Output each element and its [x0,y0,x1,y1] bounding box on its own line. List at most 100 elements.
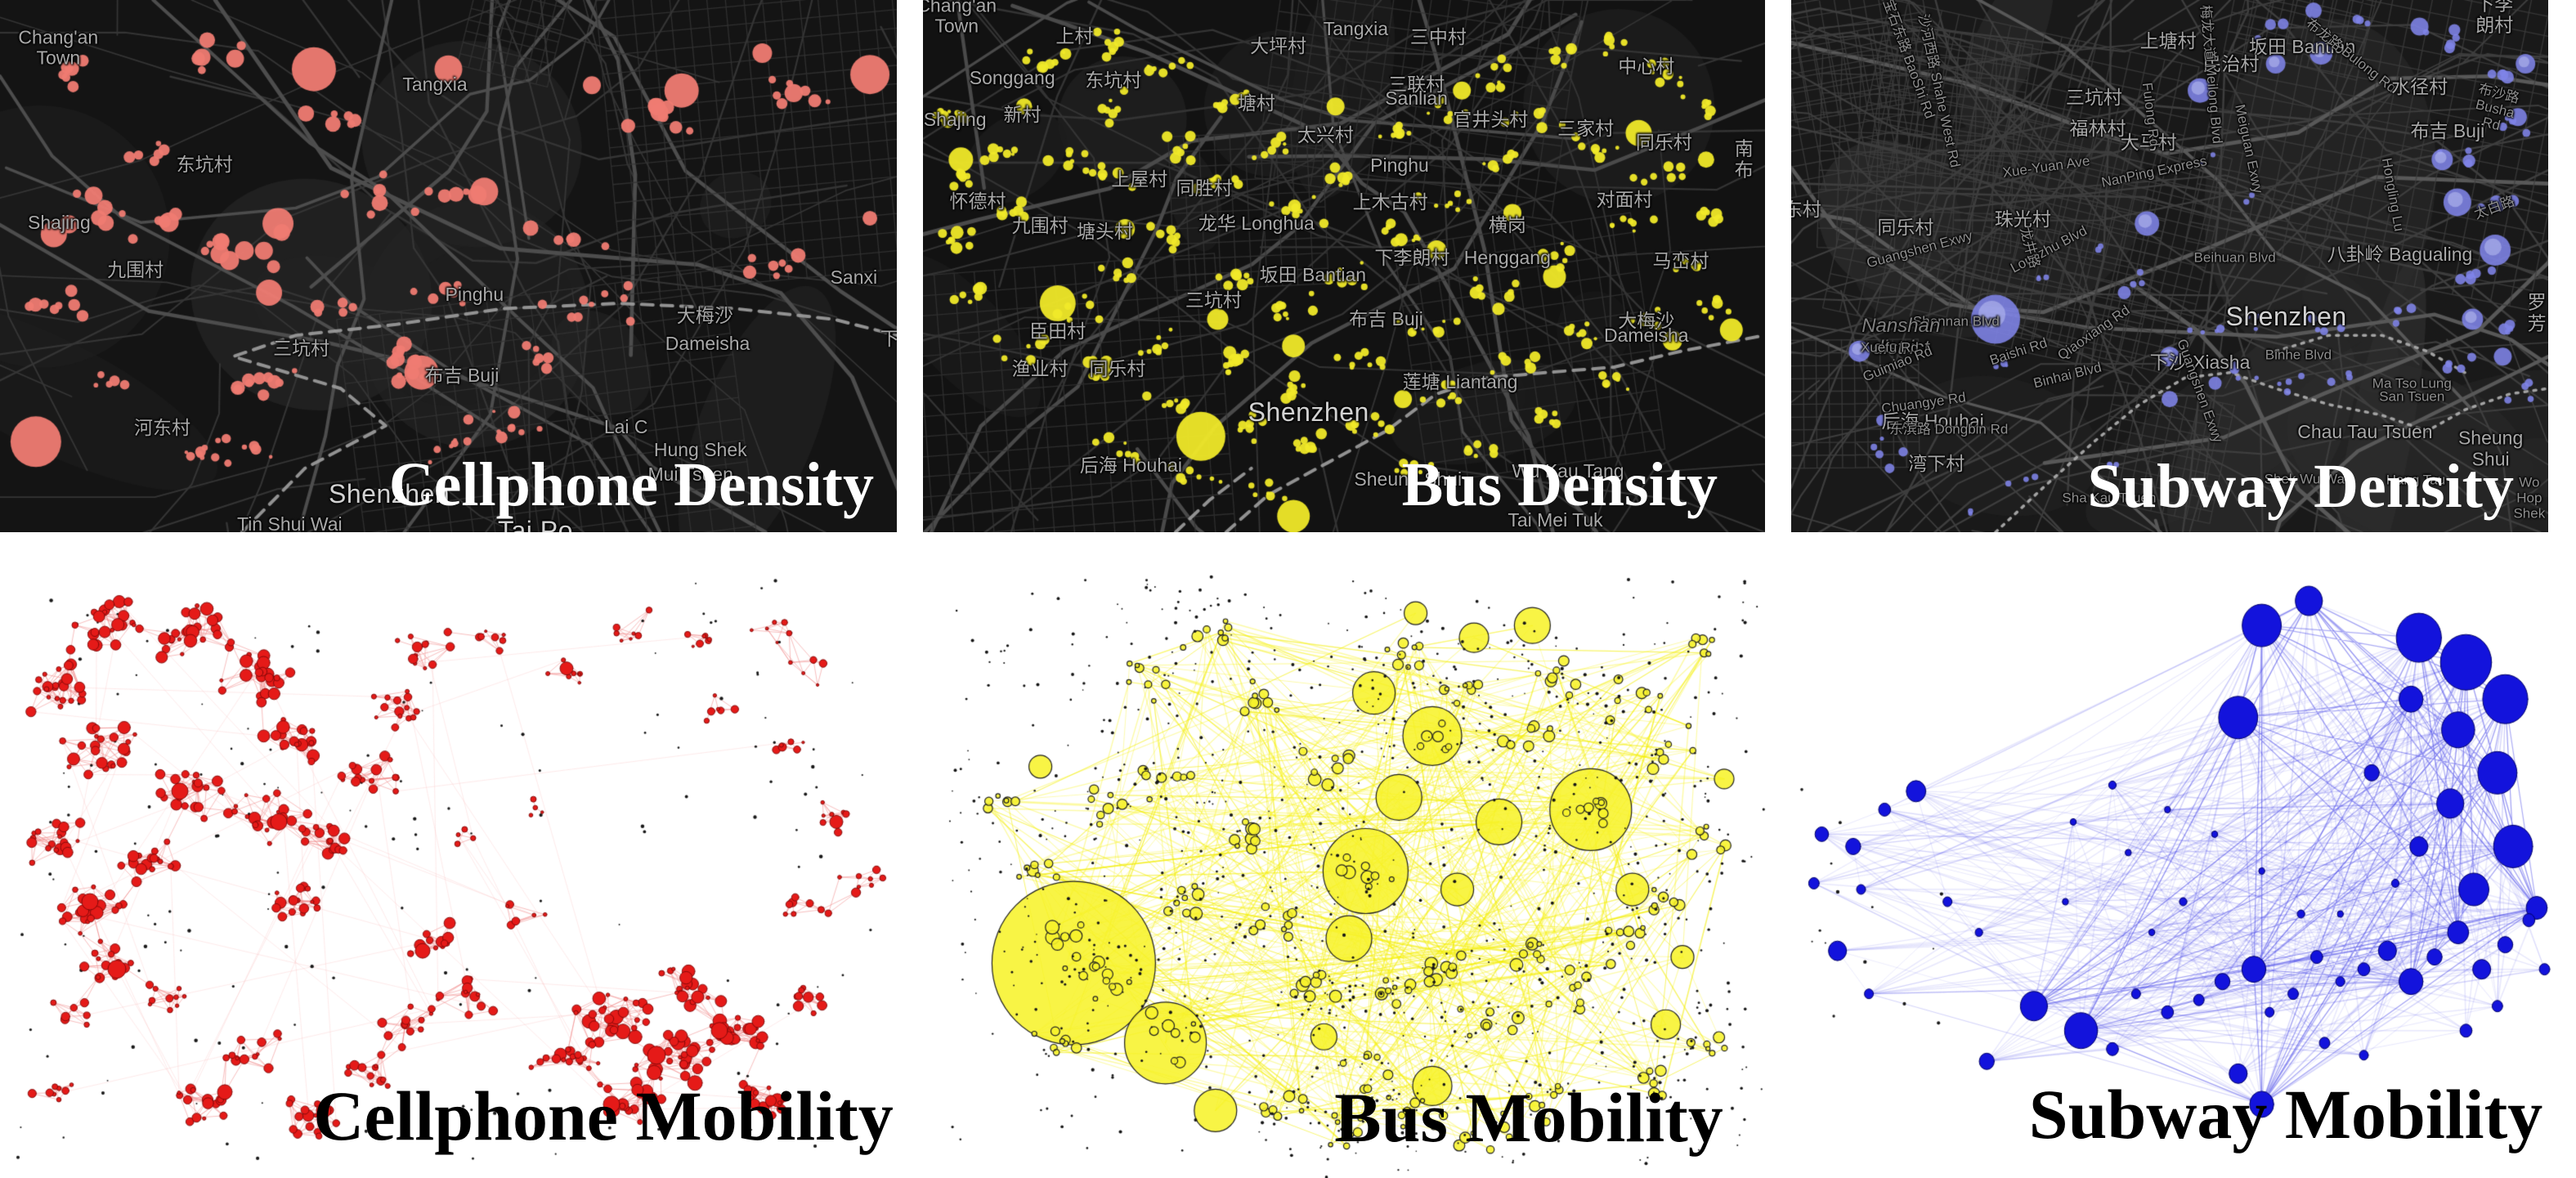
map-label: 布吉 Buji [1349,307,1423,329]
map-label: San Tsuen [2379,388,2445,405]
map-label: 三坑村 [2065,87,2122,109]
map-label: Wo Hop Shek [2513,474,2546,522]
map-label: Sheung Shui [1354,468,1463,490]
map-label: 九围村 [1011,215,1068,237]
title-subway-density: Subway Density [2087,452,2514,521]
panel-cellphone-mobility: Cellphone Mobility [0,564,899,1178]
panel-subway-density: 下李朗村 坂田 Bantian 上塘村 民治村 布龙路 Bulong Rd 梅龙大道 Me… [1791,0,2548,532]
map-label: 怀德村 [949,190,1006,212]
map-label: Binhe Blvd [2265,347,2332,363]
map-label: 三中村 [1409,26,1467,48]
map-label: Tai Mei Tuk [1508,508,1603,531]
map-label: 太白路 [2472,193,2517,222]
map-label: Shenzhen [2225,302,2347,332]
title-cellphone-mobility: Cellphone Mobility [313,1077,894,1155]
map-label: Shenzhen [1248,397,1369,428]
map-label: 九围村 [107,258,164,280]
map-label: Hung Shek [653,438,747,460]
map-label: 坂田 Bantian [1259,264,1367,286]
map-label: 三坑村 [1185,289,1242,311]
map-label: 南布 [1734,137,1754,181]
bus-mobility-network-canvas [932,564,1766,1178]
map-label: NanPing Express [2100,153,2209,191]
map-label: Tangxia [1323,17,1389,39]
map-label: Hongling Lu [2378,156,2408,232]
map-label: Dameisha [1603,325,1689,347]
map-label: Chang'an Town [923,0,997,37]
map-label: Ma Tso Lung [2372,375,2452,392]
map-label: 上村 [1055,25,1094,47]
map-label: Tin Shui Wai [236,513,343,532]
subway-density-map-canvas [1791,0,2548,532]
map-label: 中心村 [1618,56,1675,78]
map-label: 东坑村 [176,153,233,175]
map-label: 对面村 [1596,188,1653,210]
map-label: Dameisha [665,333,750,355]
map-label: 塘村 [1237,92,1275,114]
map-label: 同乐村 [1089,357,1146,379]
map-label: 坂田 Bantian [2248,36,2356,58]
map-label: Tai Po [497,515,573,532]
map-label: Sha Kau Tsuen [2062,490,2157,506]
map-label: Nanshan district [1861,315,1941,360]
map-label: 下沙 Xiasha [2149,352,2251,374]
map-label: 同乐村 [1635,132,1692,154]
map-label: 布吉 Buji [424,365,500,387]
map-label: 塘头村 [1076,220,1133,242]
map-label: 新村 [1003,104,1042,126]
map-label: 三联村 [1388,74,1445,96]
map-label: Mui Tsuen [647,463,733,485]
map-label: 河东村 [134,417,191,439]
map-label: 同胜村 [1176,177,1233,199]
map-label: Tangxia [402,74,468,96]
map-label: 横岗 [1488,214,1526,236]
panel-cellphone-density: Chang'an Town Tangxia 东坑村 Shajing Pinghu 九围村三… [0,0,897,532]
panel-bus-mobility: Bus Mobility [932,564,1766,1178]
map-label: Wu Kau Tang [1512,460,1624,482]
subway-density-label-layer: 下李朗村 坂田 Bantian 上塘村 民治村 布龙路 Bulong Rd 梅龙大道 Me… [1791,0,2548,532]
cellphone-density-label-layer: Chang'an Town Tangxia 东坑村 Shajing Pinghu 九围村三… [0,0,897,532]
map-label: Pinghu [1370,155,1429,177]
map-label: 大梅沙 [676,304,733,326]
map-label: Binhai Blvd [2032,359,2103,392]
map-label: 八卦岭 Bagualing [2327,243,2473,265]
map-label: Henggang [1463,247,1551,269]
map-label: Shajing [923,109,987,131]
map-label: 太兴村 [1297,124,1354,146]
map-label: Qiaoxiang Rd [2054,302,2134,364]
map-label: Shenzhen [329,479,450,509]
map-label: Sanlian [1385,87,1448,110]
title-subway-mobility: Subway Mobility [2028,1075,2543,1153]
map-label: 上屋村 [1111,168,1168,190]
panel-subway-mobility: Subway Mobility [1790,564,2576,1178]
map-label: 罗芳 [2527,291,2547,334]
bus-density-map-canvas [923,0,1765,532]
map-label: Lai C [603,415,648,437]
map-label: 上塘村 [2139,30,2197,52]
map-label: 布吉 Buji [2410,120,2485,142]
map-label: 东村 [1791,199,1821,221]
map-label: 东坑村 [1085,69,1142,92]
map-label: 后海 Houhai [1079,455,1183,477]
map-label: 水径村 [2391,76,2448,98]
map-label: 渔业村 [1011,357,1068,379]
map-label: 官井头村 [1453,109,1529,131]
panel-bus-density: Chang'an Town 上村 Tangxia 三中村 大坪村 Songgang 东坑村三… [923,0,1765,532]
map-label: 上木古村 [1352,191,1428,213]
bus-density-label-layer: Chang'an Town 上村 Tangxia 三中村 大坪村 Songgang 东坑村三… [923,0,1765,532]
map-label: Songgang [969,67,1055,89]
map-label: Chau Tau Tsuen [2297,420,2433,442]
map-label: 下李朗村 [2475,0,2514,36]
map-label: Hang Tau [2386,472,2446,488]
map-label: 下李朗村 [1374,247,1450,269]
map-label: 湾下村 [1908,452,1965,474]
map-label: Sheung Shui [2457,427,2524,470]
map-label: Xuefu Rd [1860,339,1919,356]
map-label: 三家村 [1557,118,1615,140]
title-bus-density: Bus Density [1401,450,1718,519]
map-label: 福林村 [2069,118,2126,140]
cellphone-density-map-canvas [0,0,897,532]
map-label: Pinghu [445,284,504,306]
map-label: 臣田村 [1029,320,1086,342]
